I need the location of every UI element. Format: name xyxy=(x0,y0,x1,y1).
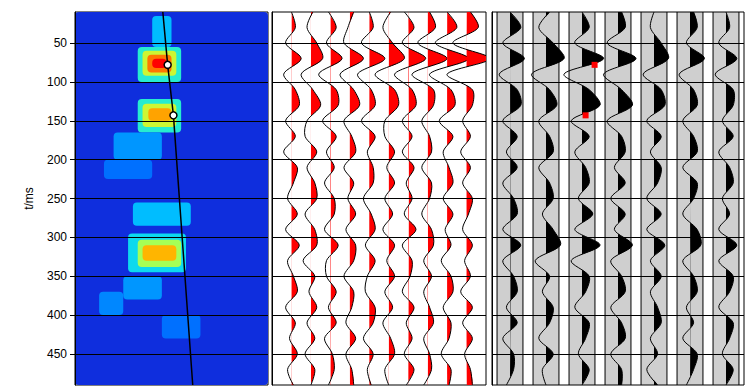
svg-text:300: 300 xyxy=(47,230,67,244)
svg-text:50: 50 xyxy=(54,36,68,50)
svg-text:100: 100 xyxy=(47,75,67,89)
svg-text:450: 450 xyxy=(47,347,67,361)
svg-text:200: 200 xyxy=(47,153,67,167)
svg-text:150: 150 xyxy=(47,114,67,128)
svg-text:t/ms: t/ms xyxy=(22,187,36,210)
svg-text:250: 250 xyxy=(47,192,67,206)
svg-text:400: 400 xyxy=(47,308,67,322)
svg-text:350: 350 xyxy=(47,269,67,283)
